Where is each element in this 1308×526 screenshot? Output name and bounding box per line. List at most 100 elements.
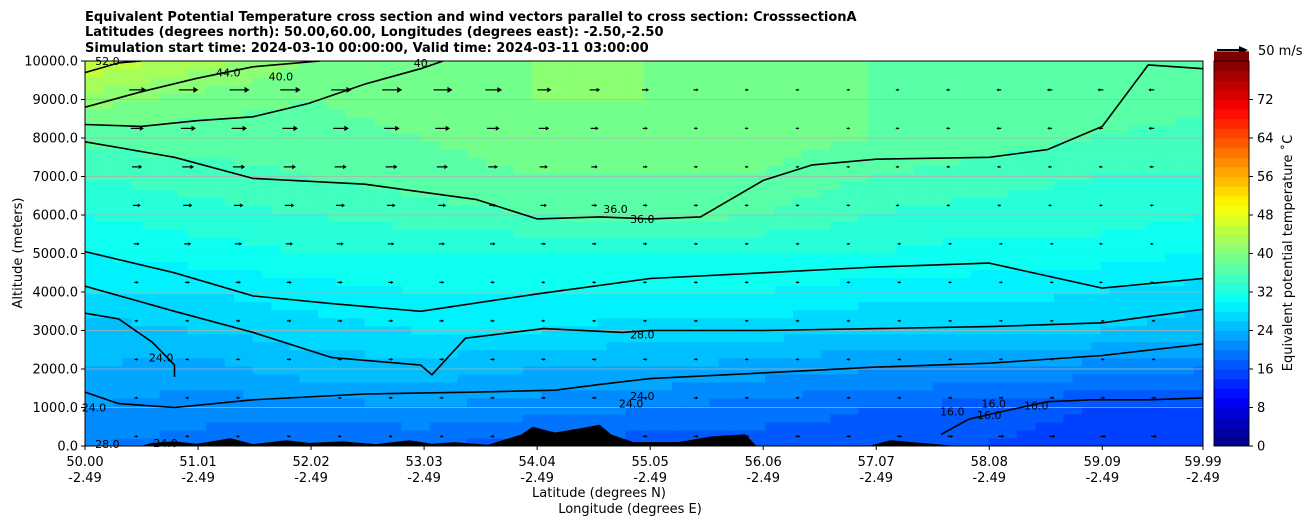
field-cell (839, 389, 850, 399)
field-cell (802, 173, 813, 182)
field-cell (578, 221, 589, 231)
field-cell (774, 357, 785, 367)
field-cell (513, 413, 524, 423)
field-cell (439, 373, 449, 383)
field-cell (168, 381, 179, 391)
field-cell (1035, 237, 1046, 247)
field-cell (336, 309, 347, 319)
field-cell (485, 165, 496, 174)
field-cell (951, 165, 962, 174)
field-cell (597, 125, 608, 134)
field-cell (411, 141, 421, 150)
field-cell (858, 245, 869, 255)
field-cell (1044, 77, 1055, 86)
field-cell (783, 77, 794, 86)
field-cell (252, 261, 263, 271)
field-cell (625, 309, 636, 319)
field-cell (1016, 357, 1027, 367)
field-cell (755, 221, 766, 231)
field-cell (681, 133, 692, 142)
field-cell (159, 197, 170, 206)
field-cell (988, 237, 999, 247)
field-cell (280, 141, 291, 150)
field-cell (606, 69, 617, 78)
theta-e-filled-field (85, 61, 1203, 446)
field-cell (373, 61, 384, 70)
field-cell (429, 93, 440, 102)
field-cell (671, 437, 682, 446)
field-cell (597, 301, 608, 311)
field-cell (858, 69, 869, 78)
field-cell (960, 77, 971, 86)
field-cell (513, 261, 524, 271)
field-cell (793, 61, 803, 70)
field-cell (1035, 141, 1046, 150)
field-cell (1016, 413, 1027, 423)
field-cell (560, 61, 571, 70)
field-cell (439, 301, 449, 311)
field-cell (364, 301, 375, 311)
field-cell (746, 61, 757, 70)
field-cell (317, 221, 328, 231)
field-cell (392, 197, 403, 206)
field-cell (895, 85, 906, 94)
field-cell (699, 157, 710, 166)
field-cell (783, 405, 794, 415)
field-cell (215, 85, 226, 94)
field-cell (1025, 285, 1036, 295)
field-cell (504, 421, 515, 431)
field-cell (765, 141, 776, 150)
field-cell (383, 181, 394, 190)
field-cell (150, 197, 161, 206)
field-cell (85, 333, 95, 343)
field-cell (998, 157, 1008, 166)
field-cell (196, 149, 207, 158)
field-cell (625, 413, 636, 423)
field-cell (718, 181, 729, 190)
field-cell (783, 213, 794, 223)
field-cell (774, 117, 785, 126)
field-cell (411, 77, 421, 86)
field-cell (401, 293, 412, 303)
field-cell (494, 325, 505, 335)
field-cell (336, 253, 347, 263)
field-cell (942, 237, 953, 247)
field-cell (858, 277, 869, 287)
field-cell (671, 317, 682, 327)
field-cell (1007, 301, 1018, 311)
field-cell (597, 93, 608, 102)
field-cell (895, 349, 906, 359)
field-cell (662, 197, 673, 206)
field-cell (616, 221, 626, 231)
field-cell (299, 325, 310, 335)
field-cell (448, 245, 459, 255)
chart-title-line-3: Simulation start time: 2024-03-10 00:00:… (85, 41, 649, 56)
field-cell (317, 413, 328, 423)
field-cell (755, 333, 766, 343)
field-cell (988, 141, 999, 150)
field-cell (122, 381, 133, 391)
field-cell (234, 117, 244, 126)
field-cell (1016, 269, 1027, 279)
field-cell (345, 149, 356, 158)
field-cell (327, 373, 338, 383)
field-cell (737, 405, 748, 415)
field-cell (923, 429, 934, 439)
field-cell (625, 389, 636, 399)
field-cell (802, 381, 813, 391)
field-cell (457, 253, 468, 263)
field-cell (839, 421, 850, 431)
field-cell (951, 101, 962, 110)
field-cell (550, 173, 561, 182)
field-cell (299, 149, 310, 158)
field-cell (960, 85, 971, 94)
field-cell (830, 237, 841, 247)
field-cell (224, 77, 235, 86)
field-cell (876, 101, 887, 110)
field-cell (206, 405, 217, 415)
field-cell (644, 429, 654, 439)
field-cell (998, 277, 1008, 287)
field-cell (1025, 205, 1036, 214)
field-cell (1016, 93, 1027, 102)
field-cell (429, 317, 440, 327)
